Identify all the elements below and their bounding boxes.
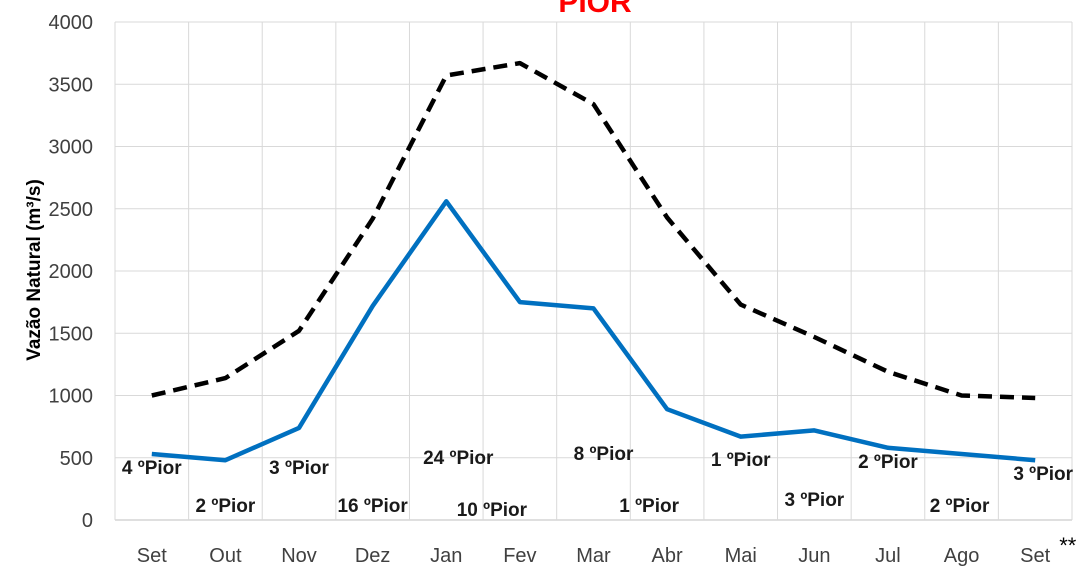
y-axis-ticks: 0 500 1000 1500 2000 2500 3000 3500 4000 [49, 12, 94, 532]
x-tick-label: Dez [355, 545, 391, 566]
y-tick-label: 2000 [49, 261, 94, 283]
y-axis-label: Vazão Natural (m³/s) [24, 179, 45, 361]
series-group [151, 60, 1036, 463]
rank-label: 3 ºPior [1013, 464, 1073, 485]
x-tick-label: Abr [652, 545, 683, 566]
rank-annotations: 4 ºPior 2 ºPior 3 ºPior 16 ºPior 24 ºPior 10 … [122, 444, 1074, 521]
y-tick-label: 1000 [49, 386, 94, 408]
rank-label: 1 ºPior [711, 450, 771, 471]
rank-label: 16 ºPior [337, 496, 408, 517]
x-tick-label: Mai [725, 545, 757, 566]
rank-label: 2 ºPior [858, 452, 918, 473]
x-tick-label: Jun [798, 545, 830, 566]
rank-label: 2 ºPior [196, 496, 256, 517]
rank-label: 3 ºPior [784, 490, 844, 511]
rank-label: 1 ºPior [619, 496, 679, 517]
y-tick-label: 3500 [49, 74, 94, 96]
rank-label: 8 ºPior [574, 444, 634, 465]
rank-label: 24 ºPior [423, 448, 494, 469]
y-tick-label: 0 [82, 510, 93, 532]
solid-series-line [151, 199, 1036, 463]
chart-title: PIOR [558, 0, 632, 19]
y-tick-label: 4000 [49, 12, 94, 34]
x-tick-label: Ago [944, 545, 980, 566]
y-tick-label: 3000 [49, 137, 94, 159]
x-tick-label: Set [1020, 545, 1050, 566]
rank-label: 10 ºPior [457, 500, 528, 521]
x-axis-ticks: Set Out Nov Dez Jan Fev Mar Abr Mai Jun Jul Ago Set *… [137, 533, 1077, 566]
x-tick-label: Jan [430, 545, 462, 566]
x-tick-label: Out [209, 545, 242, 566]
rank-label: 3 ºPior [269, 458, 329, 479]
x-category-note: ** [1059, 533, 1077, 558]
rank-label: 2 ºPior [930, 496, 990, 517]
x-tick-label: Mar [576, 545, 611, 566]
y-tick-label: 500 [60, 448, 93, 470]
dashed-series-line [151, 60, 1036, 401]
y-tick-label: 2500 [49, 199, 94, 221]
rank-label: 4 ºPior [122, 458, 182, 479]
x-tick-label: Fev [503, 545, 536, 566]
x-tick-label: Nov [281, 545, 317, 566]
y-tick-label: 1500 [49, 323, 94, 345]
x-tick-label: Set [137, 545, 167, 566]
x-tick-label: Jul [875, 545, 901, 566]
